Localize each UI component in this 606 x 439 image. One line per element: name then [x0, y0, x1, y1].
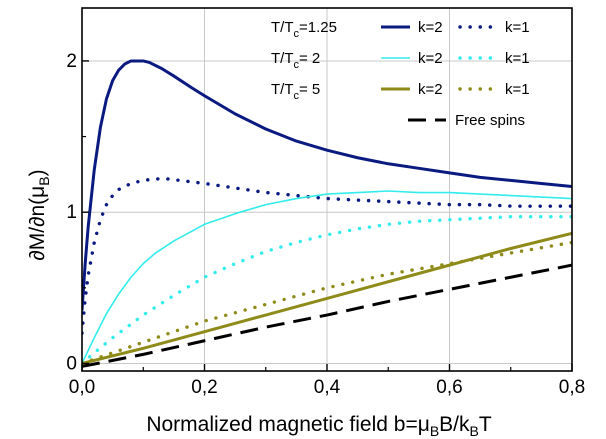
legend-solid-label-0: k=2	[418, 19, 443, 36]
y-tick-label-0: 0	[66, 353, 77, 374]
x-tick-label-2: 0,4	[314, 377, 341, 398]
x-tick-label-3: 0,6	[436, 377, 462, 398]
y-tick-label-2: 2	[66, 51, 77, 72]
legend-dotted-label-1: k=1	[505, 50, 530, 67]
series-t2-k1	[82, 215, 572, 366]
series-free-spins	[82, 263, 572, 368]
y-tick-label-1: 1	[66, 202, 77, 223]
legend-temp-label-1: T/Tc= 2	[271, 50, 320, 71]
legend-dotted-label-2: k=1	[505, 81, 530, 98]
legend-dotted-label-0: k=1	[505, 19, 530, 36]
x-tick-label-0: 0,0	[69, 377, 95, 398]
legend-solid-label-1: k=2	[418, 50, 443, 67]
x-axis-label-sub2: B	[470, 423, 479, 439]
legend-temp-label-2: T/Tc= 5	[271, 81, 320, 102]
y-axis-label-tail: )	[26, 169, 49, 176]
series-t5-k2	[82, 231, 572, 365]
y-axis-label-sub: B	[36, 176, 52, 185]
x-axis-label-mid: B/k	[439, 413, 470, 436]
series-t125-k2	[82, 59, 572, 311]
y-axis-label: ∂M/∂n(μB)	[26, 169, 52, 260]
y-axis-label-main: ∂M/∂n(μ	[26, 186, 49, 261]
x-axis-label: Normalized magnetic field b=μBB/kBT	[146, 413, 492, 439]
series-t5-k1	[82, 240, 572, 366]
grid	[82, 8, 572, 371]
series-t2-k2	[82, 190, 572, 364]
x-tick-label-4: 0,8	[559, 377, 585, 398]
series-group	[82, 59, 572, 368]
legend-solid-label-2: k=2	[418, 81, 443, 98]
legend: T/Tc=1.25 k=2 k=1 T/Tc= 2 k=2 k=1 T/Tc= 5 k=2 k=…	[271, 19, 530, 129]
x-axis-label-main: Normalized magnetic field b=μ	[146, 413, 429, 436]
x-axis-label-tail: T	[479, 413, 492, 436]
ticks: 0,0 0,2 0,4 0,6 0,8 0 1 2	[66, 51, 585, 398]
legend-temp-label-0: T/Tc=1.25	[271, 19, 337, 40]
x-axis-label-sub1: B	[430, 423, 439, 439]
legend-free-spins-label: Free spins	[455, 112, 525, 129]
x-tick-label-1: 0,2	[191, 377, 217, 398]
